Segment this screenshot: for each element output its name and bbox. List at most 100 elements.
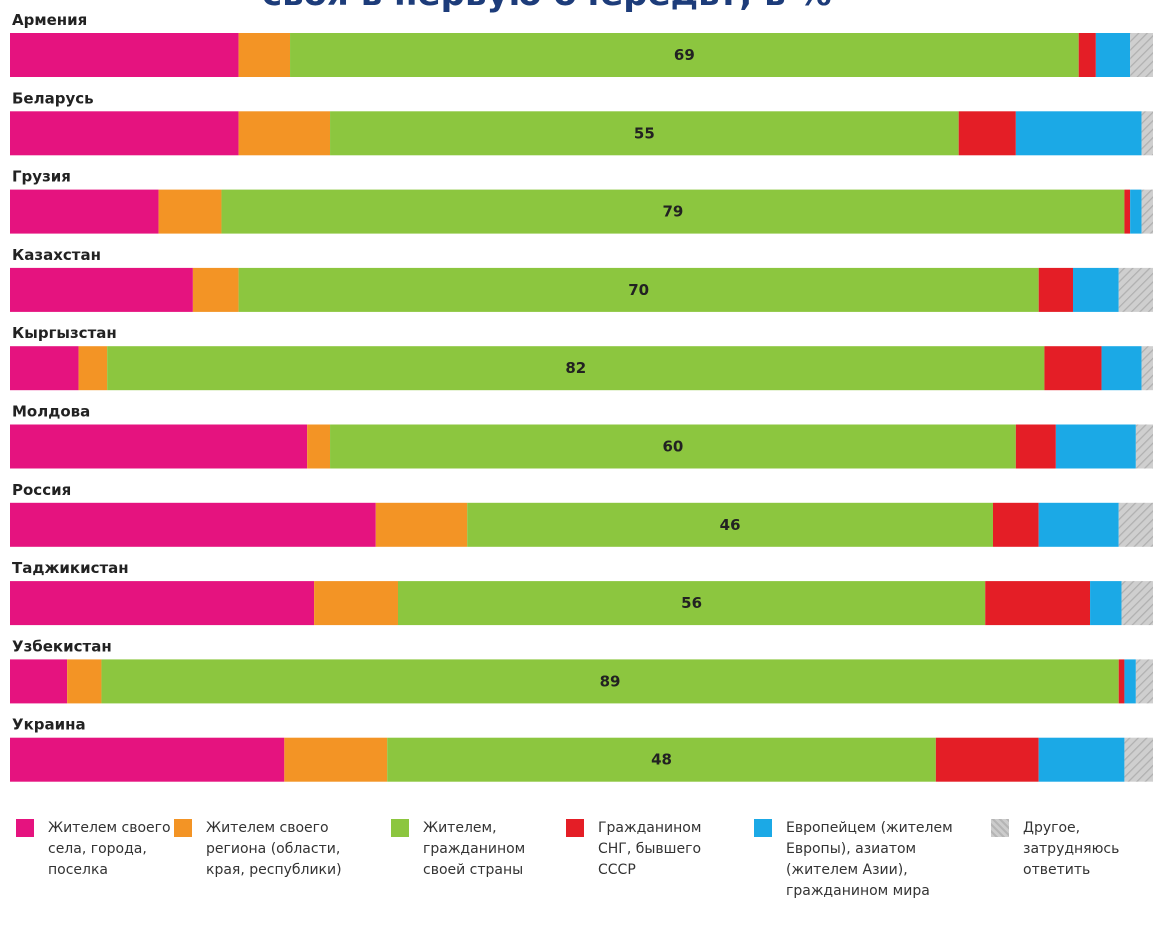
bar-segment bbox=[1072, 267, 1119, 312]
bar-segment bbox=[958, 111, 1016, 156]
bar-segment bbox=[101, 659, 1119, 704]
bar-segment bbox=[1038, 737, 1125, 782]
bar-segment bbox=[307, 424, 331, 469]
data-label: 46 bbox=[720, 516, 741, 534]
data-label: 60 bbox=[663, 438, 684, 456]
bar-segment bbox=[1038, 267, 1073, 312]
bar-segment bbox=[221, 189, 1125, 234]
legend-label: Европейцем (жителем Европы), азиатом (жи… bbox=[786, 820, 953, 899]
data-label: 70 bbox=[628, 281, 649, 299]
bar-segment bbox=[1038, 502, 1119, 547]
bar-segment bbox=[10, 346, 79, 391]
legend-item: Жителем своего села, города, поселка bbox=[16, 818, 178, 881]
bar-segment bbox=[1118, 267, 1153, 312]
data-label: 79 bbox=[663, 203, 684, 221]
bar-segment bbox=[1124, 659, 1136, 704]
legend-swatch bbox=[991, 819, 1009, 837]
bar-segment bbox=[10, 33, 239, 77]
bar-segment bbox=[467, 502, 993, 547]
bar-segment bbox=[1124, 737, 1153, 782]
data-label: 89 bbox=[600, 672, 621, 690]
bar-segment bbox=[1044, 346, 1102, 391]
category-label: Беларусь bbox=[12, 89, 94, 107]
bar-segment bbox=[10, 737, 285, 782]
category-label: Армения bbox=[12, 11, 87, 29]
data-label: 56 bbox=[681, 594, 702, 612]
bar-segment bbox=[1101, 346, 1142, 391]
legend-swatch bbox=[16, 819, 34, 837]
legend-swatch bbox=[174, 819, 192, 837]
legend-label: Жителем своего региона (области, края, р… bbox=[206, 820, 342, 878]
bar-segment bbox=[1015, 424, 1056, 469]
bar-segment bbox=[158, 189, 222, 234]
bar-segment bbox=[1095, 33, 1131, 77]
chart-legend: Жителем своего села, города, поселка Жит… bbox=[0, 818, 1153, 943]
bar-segment bbox=[1078, 33, 1096, 77]
chart-title: своя в первую очередь?, в % bbox=[262, 0, 832, 14]
category-label: Узбекистан bbox=[12, 637, 112, 655]
bar-segment bbox=[290, 33, 1079, 77]
data-label: 55 bbox=[634, 124, 655, 142]
bar-segment bbox=[1141, 346, 1153, 391]
data-label: 48 bbox=[651, 751, 672, 769]
bar-segment bbox=[10, 111, 239, 156]
legend-label: Жителем, гражданином своей страны bbox=[423, 820, 526, 878]
bar-segment bbox=[107, 346, 1045, 391]
legend-label: Жителем своего села, города, поселка bbox=[48, 820, 171, 878]
bar-segment bbox=[985, 581, 1091, 626]
bar-segment bbox=[330, 111, 959, 156]
legend-item: Европейцем (жителем Европы), азиатом (жи… bbox=[754, 818, 976, 902]
category-label: Таджикистан bbox=[12, 559, 129, 577]
bar-segment bbox=[10, 424, 308, 469]
category-label: Грузия bbox=[12, 168, 71, 186]
category-label: Кыргызстан bbox=[12, 324, 117, 342]
legend-swatch bbox=[566, 819, 584, 837]
legend-swatch bbox=[754, 819, 772, 837]
bar-segment bbox=[78, 346, 108, 391]
bar-segment bbox=[1121, 581, 1153, 626]
legend-item: Жителем, гражданином своей страны bbox=[391, 818, 563, 881]
bar-segment bbox=[1141, 111, 1153, 156]
bar-segment bbox=[10, 189, 159, 234]
bar-segment bbox=[387, 737, 936, 782]
legend-item: Жителем своего региона (области, края, р… bbox=[174, 818, 376, 881]
category-label: Украина bbox=[12, 716, 86, 734]
bar-segment bbox=[397, 581, 986, 626]
bar-segment bbox=[992, 502, 1039, 547]
bar-segment bbox=[67, 659, 102, 704]
legend-swatch bbox=[391, 819, 409, 837]
bar-segment bbox=[1141, 189, 1153, 234]
legend-label: Другое, затрудняюсь ответить bbox=[1023, 820, 1120, 878]
bar-segment bbox=[192, 267, 239, 312]
bar-segment bbox=[238, 33, 291, 77]
legend-item: Гражданином СНГ, бывшего СССР bbox=[566, 818, 738, 881]
bar-segment bbox=[1124, 189, 1131, 234]
stacked-bar-chart: Армения 69 Беларусь 55 Грузия 79 Казахстан 70 Кы… bbox=[10, 11, 1153, 782]
bar-segment bbox=[10, 659, 68, 704]
data-label: 69 bbox=[674, 46, 695, 64]
bar-segment bbox=[1118, 502, 1153, 547]
bar-segment bbox=[1090, 581, 1122, 626]
bar-segment bbox=[330, 424, 1016, 469]
bar-segment bbox=[1135, 659, 1153, 704]
data-label: 82 bbox=[565, 359, 586, 377]
bar-segment bbox=[314, 581, 398, 626]
bar-segment bbox=[1130, 33, 1153, 77]
bar-segment bbox=[238, 111, 331, 156]
bar-segment bbox=[935, 737, 1039, 782]
legend-label: Гражданином СНГ, бывшего СССР bbox=[598, 820, 702, 878]
bar-segment bbox=[1118, 659, 1125, 704]
bar-segment bbox=[10, 581, 315, 626]
bar-segment bbox=[1130, 189, 1142, 234]
bar-segment bbox=[1055, 424, 1136, 469]
bar-segment bbox=[375, 502, 468, 547]
bar-segment bbox=[10, 502, 376, 547]
bar-segment bbox=[10, 267, 193, 312]
bar-segment bbox=[1135, 424, 1153, 469]
legend-item: Другое, затрудняюсь ответить bbox=[991, 818, 1153, 881]
bar-segment bbox=[1015, 111, 1142, 156]
bar-segment bbox=[238, 267, 1039, 312]
category-label: Молдова bbox=[12, 403, 90, 421]
bar-segment bbox=[284, 737, 388, 782]
category-label: Россия bbox=[12, 481, 71, 499]
